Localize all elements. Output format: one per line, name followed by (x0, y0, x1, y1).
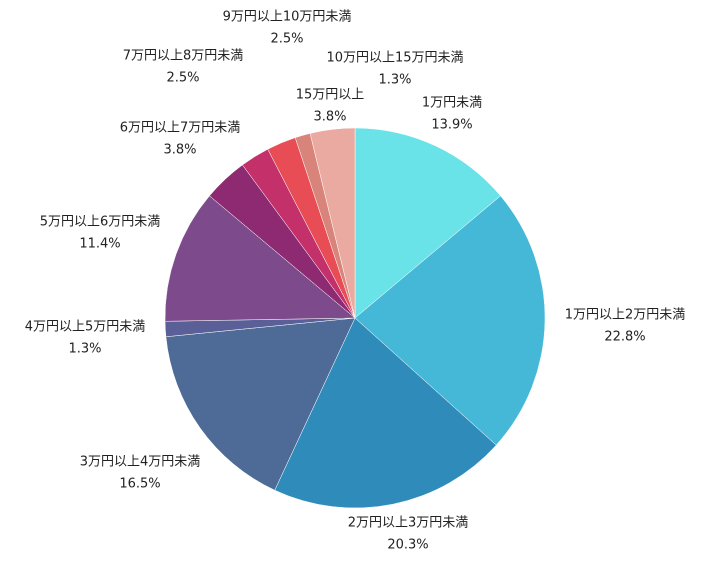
slice-value-label: 1.3% (68, 342, 101, 357)
slice-value-label: 2.5% (166, 71, 199, 86)
slice-label: 6万円以上7万円未満 (120, 121, 241, 136)
slice-value-label: 20.3% (387, 538, 428, 553)
slice-value-label: 1.3% (378, 73, 411, 88)
slice-label: 15万円以上 (296, 88, 365, 103)
slice-value-label: 3.8% (313, 110, 346, 125)
slice-value-label: 11.4% (79, 237, 120, 252)
slice-value-label: 13.9% (431, 118, 472, 133)
slice-label: 9万円以上10万円未満 (223, 10, 352, 25)
pie-slice (274, 317, 497, 509)
slice-label: 3万円以上4万円未満 (80, 455, 201, 470)
slice-label: 7万円以上8万円未満 (123, 49, 244, 64)
slice-label: 1万円以上2万円未満 (565, 308, 686, 323)
pie-slice (164, 195, 356, 322)
pie-slice (309, 127, 356, 319)
pie-slice (165, 317, 356, 491)
slice-value-label: 3.8% (163, 143, 196, 158)
slice-value-label: 22.8% (604, 330, 645, 345)
slice-value-label: 2.5% (270, 32, 303, 47)
pie-slice (354, 195, 546, 446)
slice-value-label: 16.5% (119, 477, 160, 492)
slice-label: 4万円以上5万円未満 (25, 320, 146, 335)
slice-label: 5万円以上6万円未満 (40, 215, 161, 230)
slice-label: 2万円以上3万円未満 (348, 516, 469, 531)
pie-slice (354, 127, 501, 319)
slice-label: 1万円未満 (422, 96, 482, 111)
slice-label: 10万円以上15万円未満 (326, 51, 463, 66)
